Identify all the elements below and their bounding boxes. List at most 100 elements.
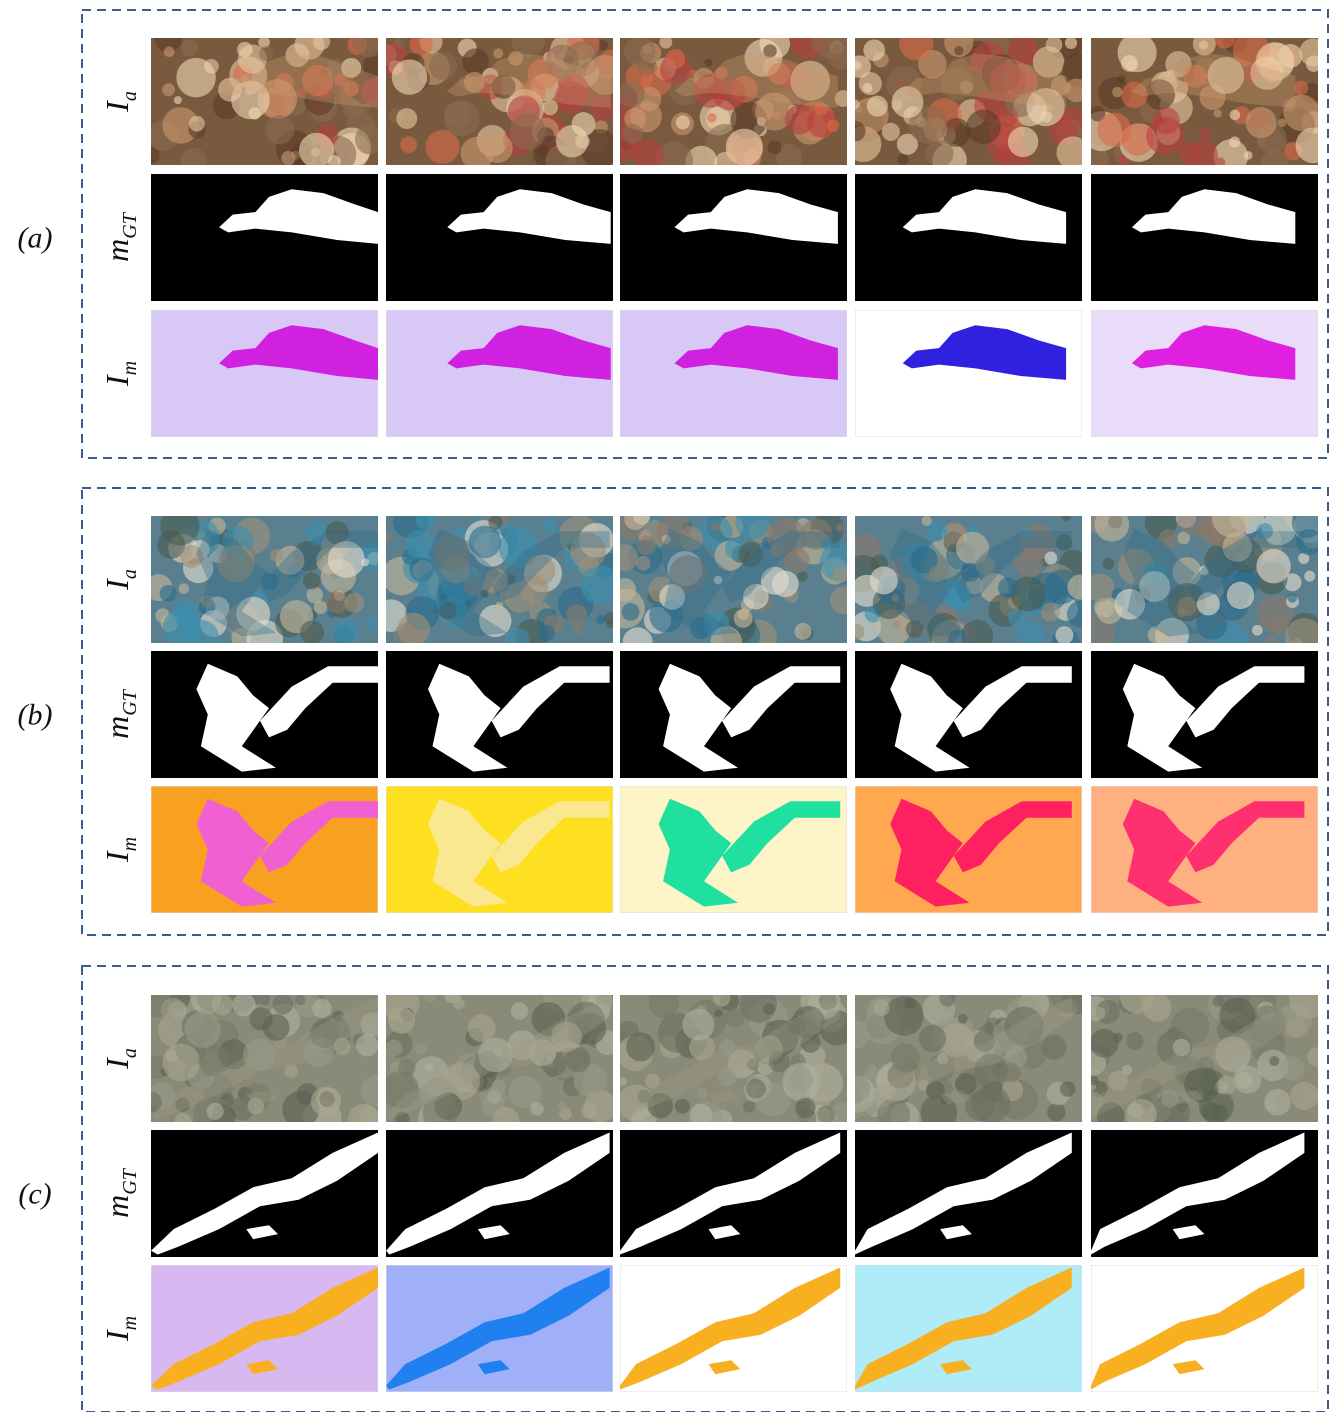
photo-texture (768, 141, 782, 155)
photo-texture (382, 532, 392, 542)
photo-texture (704, 59, 712, 67)
photo-texture (1065, 78, 1089, 102)
photo-texture (922, 516, 932, 526)
photo-texture (1201, 1102, 1220, 1121)
image-cell (1091, 1265, 1318, 1392)
photo-texture (1047, 1103, 1065, 1121)
photo-texture (1171, 1007, 1209, 1045)
photo-texture (270, 549, 284, 563)
row-label: Im (99, 361, 141, 387)
photo-texture (713, 989, 730, 1006)
photo-texture (212, 994, 233, 1015)
photo-texture (794, 623, 811, 640)
photo-texture (319, 1091, 335, 1107)
image-cell (855, 786, 1082, 913)
photo-texture (772, 571, 799, 598)
photo-texture (1103, 558, 1115, 570)
photo-texture (580, 565, 619, 604)
photo-texture (675, 1099, 690, 1114)
photo-texture (1288, 593, 1297, 602)
photo-texture (1213, 109, 1221, 117)
photo-texture (1293, 638, 1302, 647)
image-cell (386, 1130, 613, 1257)
photo-texture (174, 1113, 191, 1130)
photo-texture (795, 1098, 815, 1118)
photo-texture (174, 96, 182, 104)
photo-texture (1126, 1032, 1144, 1050)
row-label-subscript: GT (119, 211, 141, 238)
photo-texture (836, 523, 845, 532)
photo-texture (185, 1012, 221, 1048)
row-label: mGT (99, 1167, 141, 1218)
panel-label: (b) (18, 699, 53, 732)
image-cell (151, 1265, 378, 1392)
figure: (a)IamGTIm(b)IamGTIm(c)IamGTIm (0, 0, 1330, 1412)
photo-texture (1256, 549, 1290, 583)
image-cell (855, 651, 1082, 778)
photo-texture (1230, 110, 1241, 121)
photo-texture (666, 49, 686, 69)
image-cell (151, 310, 378, 437)
row-label-subscript: m (119, 361, 141, 375)
photo-texture (863, 83, 873, 93)
photo-texture (183, 620, 219, 656)
photo-texture (398, 1059, 415, 1076)
row-label: Ia (99, 91, 141, 113)
photo-texture (160, 506, 199, 545)
photo-texture (495, 602, 503, 610)
photo-texture (1227, 582, 1254, 609)
photo-texture (1120, 980, 1154, 1014)
photo-texture (1215, 28, 1236, 49)
photo-texture (1269, 1056, 1279, 1066)
photo-texture (1065, 37, 1077, 49)
photo-texture (848, 55, 871, 78)
photo-texture (1252, 625, 1263, 636)
photo-texture (1067, 574, 1092, 599)
photo-texture (850, 99, 860, 109)
photo-texture (162, 1044, 200, 1082)
photo-texture (1261, 150, 1288, 177)
photo-texture (966, 109, 1001, 144)
image-cell (844, 512, 1093, 656)
image-cell (386, 310, 613, 437)
photo-texture (392, 59, 427, 94)
photo-texture (538, 625, 555, 642)
image-cell (382, 976, 621, 1134)
image-cell (1091, 174, 1318, 301)
photo-texture (891, 1043, 920, 1072)
photo-texture (388, 1007, 415, 1034)
photo-texture (1089, 1076, 1099, 1086)
photo-texture (530, 1102, 544, 1116)
photo-texture (870, 567, 898, 595)
photo-texture (659, 36, 672, 49)
photo-texture (543, 518, 558, 533)
photo-texture (697, 1088, 708, 1099)
photo-texture (1245, 107, 1276, 138)
photo-texture (1217, 1076, 1236, 1095)
photo-texture (424, 990, 436, 1002)
photo-texture (160, 585, 177, 602)
photo-texture (1108, 514, 1122, 528)
photo-texture (207, 1103, 224, 1120)
photo-texture (939, 990, 955, 1006)
photo-texture (1291, 1086, 1305, 1100)
photo-texture (1294, 81, 1308, 95)
photo-texture (453, 998, 465, 1010)
photo-texture (649, 987, 680, 1018)
photo-texture (1090, 1029, 1119, 1058)
photo-texture (366, 616, 380, 630)
image-cell (145, 506, 386, 656)
photo-texture (237, 42, 252, 57)
photo-texture (897, 154, 908, 165)
row-label: Ia (99, 1048, 141, 1070)
image-cell (845, 22, 1098, 179)
image-cell (386, 1265, 613, 1392)
photo-texture (743, 1100, 755, 1112)
photo-texture (425, 1063, 433, 1071)
photo-texture (785, 105, 815, 135)
photo-texture (707, 113, 717, 123)
photo-texture (867, 1064, 877, 1074)
photo-texture (483, 133, 513, 163)
photo-texture (573, 624, 584, 635)
photo-texture (313, 33, 331, 51)
